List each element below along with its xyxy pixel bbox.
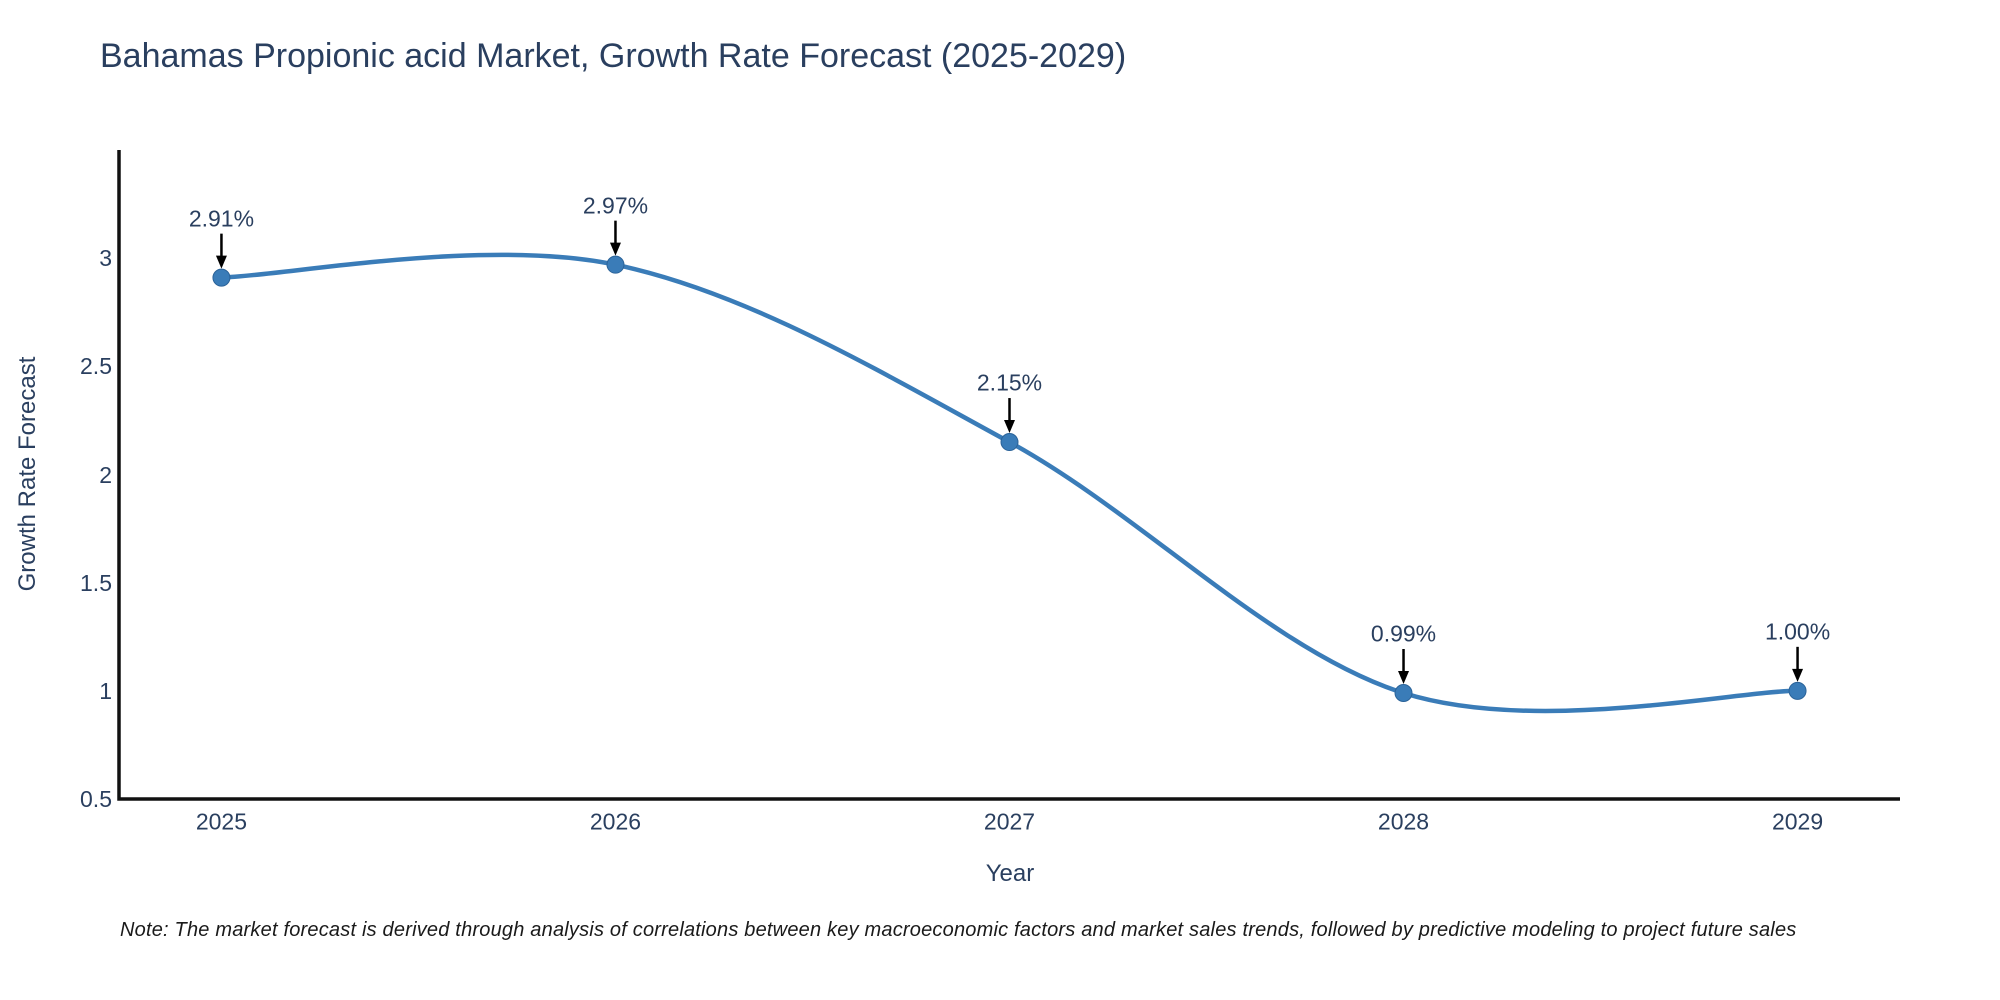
data-point-marker[interactable] bbox=[212, 268, 231, 287]
annotation-arrow-head bbox=[1398, 670, 1410, 684]
x-tick-label: 2027 bbox=[983, 808, 1036, 835]
data-point-marker[interactable] bbox=[1394, 683, 1413, 702]
trend-line-layer bbox=[219, 252, 1800, 714]
y-tick-label: 1 bbox=[99, 677, 112, 704]
x-tick-label: 2025 bbox=[195, 808, 248, 835]
y-tick-label: 2 bbox=[99, 461, 112, 488]
data-point-marker[interactable] bbox=[606, 255, 625, 274]
y-tick-label: 1.5 bbox=[80, 569, 112, 596]
x-tick-label: 2029 bbox=[1771, 808, 1824, 835]
y-tick-label: 0.5 bbox=[80, 786, 112, 812]
data-point-label: 2.15% bbox=[976, 369, 1043, 396]
annotation-arrow-head bbox=[1004, 420, 1015, 434]
annotation-arrow-head bbox=[1792, 668, 1804, 682]
annotation-arrow-head bbox=[215, 255, 227, 269]
data-point-marker[interactable] bbox=[1788, 681, 1807, 700]
data-point-label: 2.97% bbox=[582, 192, 649, 219]
data-point-marker[interactable] bbox=[1000, 433, 1019, 452]
axes-layer bbox=[117, 150, 1900, 801]
x-tick-label: 2026 bbox=[589, 808, 642, 835]
trend-line bbox=[219, 252, 1800, 714]
axis-lines bbox=[117, 150, 1900, 801]
x-tick-label: 2028 bbox=[1377, 808, 1430, 835]
data-point-label: 0.99% bbox=[1370, 620, 1437, 647]
chart-title: Bahamas Propionic acid Market, Growth Ra… bbox=[100, 37, 1127, 75]
data-markers-layer bbox=[212, 255, 1807, 702]
y-tick-label: 2.5 bbox=[80, 353, 112, 380]
annotation-arrows-layer bbox=[215, 220, 1804, 684]
x-axis-title: Year bbox=[985, 860, 1035, 887]
y-tick-label: 3 bbox=[99, 245, 112, 272]
data-point-label: 2.91% bbox=[188, 205, 255, 232]
data-point-label: 1.00% bbox=[1764, 618, 1831, 645]
footnote: Note: The market forecast is derived thr… bbox=[120, 919, 1797, 941]
annotation-arrow-head bbox=[609, 242, 621, 256]
